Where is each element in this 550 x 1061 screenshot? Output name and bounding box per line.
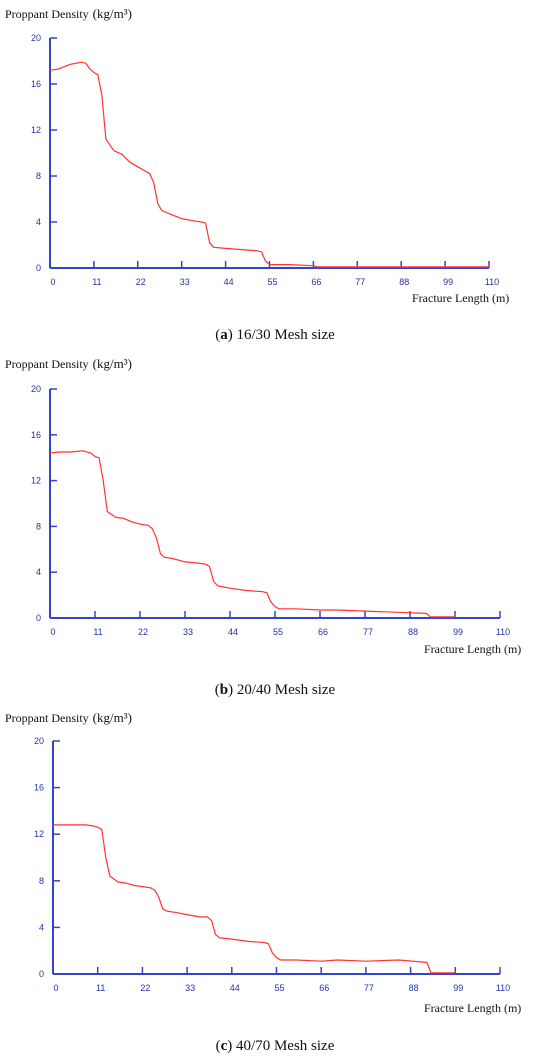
- y-tick-label: 0: [36, 613, 41, 623]
- chart-svg-a: 0 4 8 12 16 20 0 11 22 33 44 55 66 77 88 99 110: [31, 33, 499, 287]
- x-axis-title: Fracture Length (m): [424, 1001, 521, 1016]
- caption-text: 16/30 Mesh size: [236, 327, 335, 343]
- x-tick-label: 11: [92, 277, 101, 287]
- chart-panel-a: 0 4 8 12 16 20 0 11 22 33 44 55 66 77 88 99 110 Proppant…: [0, 0, 550, 352]
- x-tick-label: 44: [228, 627, 238, 637]
- y-axis-title-unit: (kg/m³): [92, 6, 132, 21]
- x-tick-label: 88: [399, 277, 409, 287]
- x-tick-label: 66: [319, 983, 329, 993]
- y-tick-label: 12: [31, 125, 41, 135]
- caption-text: 20/40 Mesh size: [236, 682, 336, 698]
- chart-svg-b: 0 4 8 12 16 20 0 11 22 33 44 55 66 77 88 99 110: [31, 384, 510, 637]
- x-tick-label: 33: [183, 627, 193, 637]
- y-axis-title-unit: (kg/m³): [92, 710, 132, 725]
- chart-svg-c: 0 4 8 12 16 20 0 11 22 33 44 55 66 77 88 99 110: [34, 736, 510, 993]
- y-tick-label: 12: [34, 829, 44, 839]
- y-tick-label: 8: [39, 876, 44, 886]
- y-tick-label: 4: [36, 217, 41, 227]
- x-tick-label: 77: [364, 983, 374, 993]
- y-axis-title: Proppant Density (kg/m³): [5, 6, 132, 22]
- y-tick-label: 4: [39, 922, 44, 932]
- x-tick-label: 77: [355, 277, 365, 287]
- y-axis-title-unit: (kg/m³): [92, 356, 132, 371]
- y-tick-label: 16: [31, 430, 41, 440]
- y-axis-title-text: Proppant Density: [5, 7, 89, 21]
- x-tick-label: 55: [273, 627, 283, 637]
- x-tick-label: 99: [443, 277, 453, 287]
- x-tick-label: 22: [140, 983, 150, 993]
- y-tick-label: 8: [36, 521, 41, 531]
- x-axis-title: Fracture Length (m): [424, 642, 521, 657]
- x-tick-label: 11: [93, 627, 102, 637]
- x-tick-label: 88: [409, 983, 419, 993]
- chart-panel-b: 0 4 8 12 16 20 0 11 22 33 44 55 66 77 88 99 110 Proppant…: [0, 352, 550, 704]
- figure-caption: (c) 40/70 Mesh size: [215, 1038, 335, 1054]
- x-tick-label: 33: [180, 277, 190, 287]
- x-tick-label: 110: [485, 277, 499, 287]
- x-tick-label: 11: [96, 983, 105, 993]
- figure-caption: (a) 16/30 Mesh size: [215, 327, 335, 343]
- x-tick-label: 110: [496, 983, 510, 993]
- y-tick-label: 8: [36, 171, 41, 181]
- y-axis-title-text: Proppant Density: [5, 357, 89, 371]
- y-axis-title: Proppant Density (kg/m³): [5, 710, 132, 726]
- x-tick-label: 44: [224, 277, 234, 287]
- x-axis-title: Fracture Length (m): [412, 291, 509, 306]
- x-axis-title-text: Fracture Length: [412, 291, 489, 305]
- x-axis-title-unit: (m): [491, 291, 510, 305]
- y-tick-label: 0: [36, 263, 41, 273]
- x-tick-label: 0: [53, 983, 58, 993]
- x-axis-title-text: Fracture Length: [424, 1001, 501, 1015]
- x-tick-label: 110: [496, 627, 510, 637]
- x-tick-label: 55: [274, 983, 284, 993]
- y-tick-label: 16: [31, 79, 41, 89]
- panel-label: a: [220, 327, 228, 343]
- series-line: [53, 824, 456, 974]
- x-tick-label: 0: [50, 277, 55, 287]
- x-tick-label: 66: [318, 627, 328, 637]
- x-tick-label: 55: [267, 277, 277, 287]
- x-tick-label: 0: [50, 627, 55, 637]
- y-tick-label: 20: [31, 33, 41, 43]
- x-tick-label: 99: [453, 983, 463, 993]
- series-line: [49, 61, 489, 268]
- y-tick-label: 12: [31, 476, 41, 486]
- y-axis-title: Proppant Density (kg/m³): [5, 356, 132, 372]
- x-tick-label: 33: [185, 983, 195, 993]
- figure-caption: (b) 20/40 Mesh size: [214, 682, 336, 698]
- y-tick-label: 20: [31, 384, 41, 394]
- y-tick-label: 16: [34, 783, 44, 793]
- panel-label: c: [220, 1038, 228, 1054]
- x-tick-label: 88: [408, 627, 418, 637]
- y-axis-title-text: Proppant Density: [5, 711, 89, 725]
- x-tick-label: 99: [453, 627, 463, 637]
- x-axis-title-unit: (m): [503, 1001, 522, 1015]
- y-tick-label: 4: [36, 567, 41, 577]
- x-axis-title-unit: (m): [503, 642, 522, 656]
- x-tick-label: 77: [363, 627, 373, 637]
- chart-panel-c: 0 4 8 12 16 20 0 11 22 33 44 55 66 77 88 99 110 Proppant…: [0, 704, 550, 1061]
- x-tick-label: 44: [230, 983, 240, 993]
- caption-text: 40/70 Mesh size: [236, 1038, 335, 1054]
- y-tick-label: 0: [39, 969, 44, 979]
- x-tick-label: 66: [311, 277, 321, 287]
- y-tick-label: 20: [34, 736, 44, 746]
- series-line: [49, 450, 455, 618]
- x-tick-label: 22: [136, 277, 146, 287]
- x-tick-label: 22: [138, 627, 148, 637]
- panel-label: b: [219, 682, 229, 698]
- x-axis-title-text: Fracture Length: [424, 642, 501, 656]
